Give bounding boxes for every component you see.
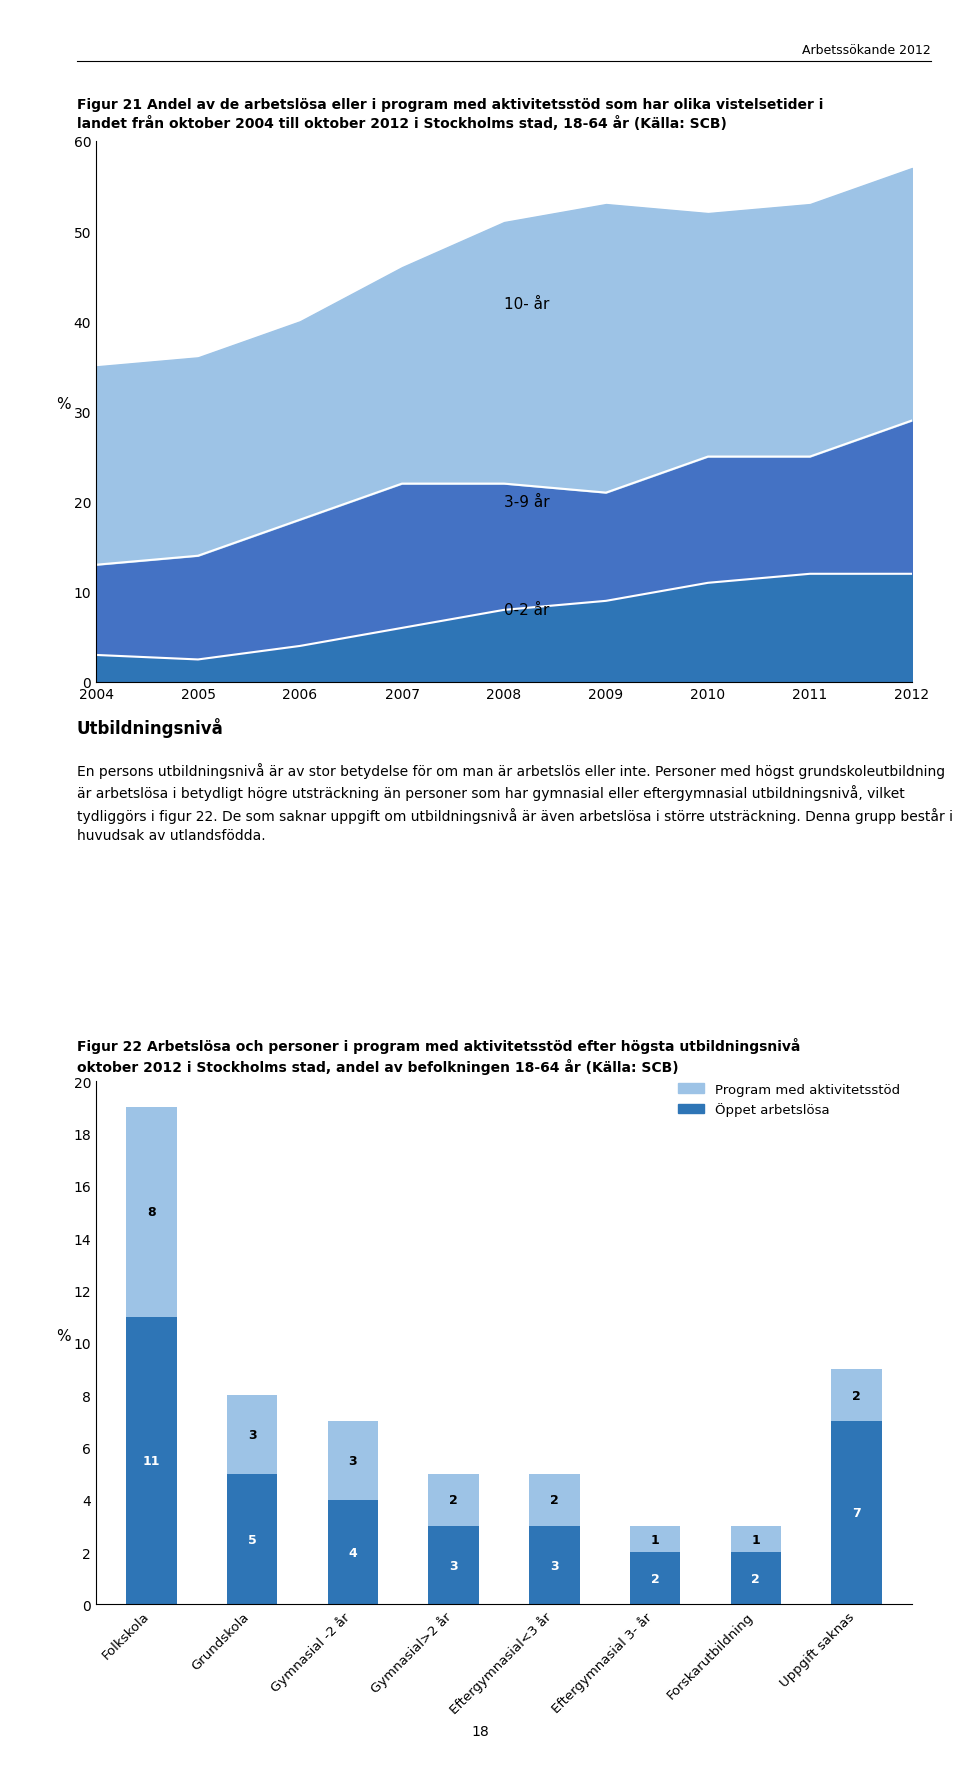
Bar (831, 1422, 882, 1605)
Text: 10- år: 10- år (504, 296, 549, 312)
Text: En persons utbildningsnivå är av stor betydelse för om man är arbetslös eller in: En persons utbildningsnivå är av stor be… (77, 762, 952, 842)
Bar (327, 1422, 378, 1500)
Legend: Program med aktivitetsstöd, Öppet arbetslösa: Program med aktivitetsstöd, Öppet arbets… (673, 1078, 905, 1122)
Text: 2: 2 (752, 1573, 760, 1585)
Text: 4: 4 (348, 1546, 357, 1558)
Bar (227, 1395, 277, 1473)
Text: 2: 2 (550, 1493, 559, 1507)
Text: 7: 7 (852, 1507, 861, 1519)
Bar (529, 1473, 580, 1527)
Y-axis label: %: % (56, 1328, 71, 1344)
Bar (428, 1473, 479, 1527)
Bar (731, 1527, 781, 1553)
Bar (126, 1317, 177, 1605)
Text: 18: 18 (471, 1723, 489, 1738)
Bar (529, 1527, 580, 1605)
Text: 8: 8 (147, 1206, 156, 1218)
Text: 5: 5 (248, 1532, 256, 1546)
Text: 3-9 år: 3-9 år (504, 495, 550, 511)
Bar (630, 1527, 681, 1553)
Bar (831, 1369, 882, 1422)
Text: 3: 3 (248, 1427, 256, 1441)
Bar (126, 1108, 177, 1317)
Text: 3: 3 (348, 1454, 357, 1468)
Y-axis label: %: % (56, 397, 71, 413)
Text: 0-2 år: 0-2 år (504, 603, 549, 619)
Text: 2: 2 (651, 1573, 660, 1585)
Text: 3: 3 (550, 1558, 559, 1573)
Bar (428, 1527, 479, 1605)
Text: 1: 1 (752, 1532, 760, 1546)
Text: 2: 2 (449, 1493, 458, 1507)
Text: Figur 22 Arbetslösa och personer i program med aktivitetsstöd efter högsta utbil: Figur 22 Arbetslösa och personer i progr… (77, 1037, 801, 1074)
Text: Utbildningsnivå: Utbildningsnivå (77, 718, 224, 738)
Text: 2: 2 (852, 1388, 861, 1402)
Text: Arbetssökande 2012: Arbetssökande 2012 (803, 44, 931, 57)
Text: 1: 1 (651, 1532, 660, 1546)
Bar (630, 1553, 681, 1605)
Text: 11: 11 (143, 1454, 160, 1468)
Bar (731, 1553, 781, 1605)
Text: 3: 3 (449, 1558, 458, 1573)
Text: Figur 21 Andel av de arbetslösa eller i program med aktivitetsstöd som har olika: Figur 21 Andel av de arbetslösa eller i … (77, 98, 823, 131)
Bar (227, 1473, 277, 1605)
Bar (327, 1500, 378, 1605)
